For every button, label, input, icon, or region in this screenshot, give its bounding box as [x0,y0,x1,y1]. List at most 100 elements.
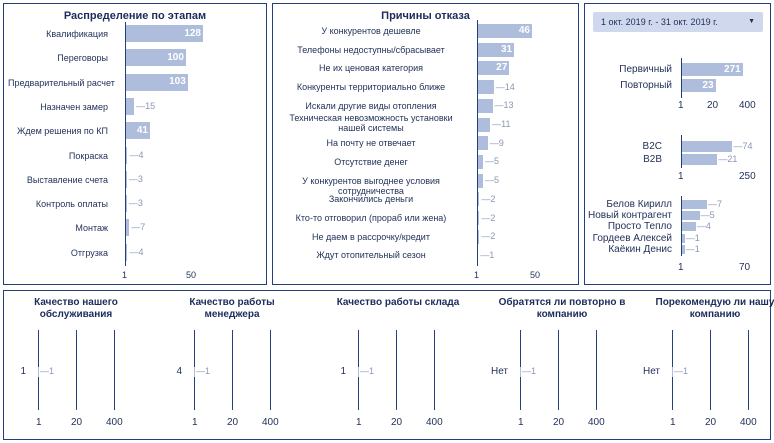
segment-tick: 250 [739,171,756,182]
manager-value: —1 [685,232,700,243]
rating-title: Качество работы склада [336,297,460,308]
rating-tick: 20 [391,417,403,428]
manager-value: —4 [696,221,711,232]
stage-label: Отгрузка [70,247,108,258]
manager-label: Каёкин Денис [608,243,672,255]
rating-value: —1 [196,366,211,376]
rating-grid-20 [76,330,77,410]
managers-axis [681,196,682,256]
stage-value: —3 [128,173,143,184]
rating-value: —1 [522,366,537,376]
reason-bar [477,61,510,76]
rating-tick: 1 [518,417,524,428]
manager-bar [681,233,685,243]
reason-label: Кто-то отговорил (прораб или жена) [295,213,447,223]
segment-bar [681,141,733,152]
client-type-value: 23 [702,80,714,91]
rating-grid-20 [232,330,233,410]
date-range-dropdown[interactable]: 1 окт. 2019 г. - 31 окт. 2019 г. ▼ [593,12,763,32]
reason-bar [477,211,480,225]
reason-tick: 50 [530,270,541,280]
rating-tick: 1 [192,417,198,428]
reason-label: Телефоны недоступны/сбрасывает [297,44,445,55]
reason-value: —13 [494,100,514,111]
manager-value: —5 [700,210,715,221]
reason-label: Ждут отопительный сезон [316,250,426,261]
reason-value: —11 [492,119,511,129]
reason-tick: 1 [474,270,480,280]
stage-value: —4 [129,246,144,257]
manager-value: —7 [708,199,723,209]
reason-bar [477,136,488,151]
reason-bar [477,98,493,113]
rating-label: Нет [642,366,660,377]
segment-value: —21 [718,154,738,164]
stage-value: 41 [136,124,148,136]
segment-tick: 1 [678,171,684,182]
reason-value: 31 [500,43,513,55]
stage-value: 128 [184,27,201,39]
reasons-title: Причины отказа [381,10,470,22]
reason-axis [477,20,478,266]
reason-value: —14 [495,81,515,92]
segment-bar [681,154,718,165]
stage-value: 103 [169,76,186,88]
stage-label: Монтаж [75,223,108,234]
client-type-axis [681,58,682,98]
reason-bar [477,117,491,132]
rating-tick: 20 [553,417,565,428]
rating-tick: 20 [705,417,717,428]
manager-bar [681,211,700,221]
rating-value: —1 [360,366,375,376]
client-type-tick: 20 [707,100,719,111]
manager-bar [681,200,708,209]
rating-tick: 1 [356,417,362,428]
reason-label: На почту не отвечает [326,138,416,149]
reason-bar [477,24,532,38]
stage-tick: 50 [186,270,197,280]
reason-label: У конкурентов дешевле [321,26,421,36]
reason-value: —2 [481,193,496,204]
segment-value: —74 [733,141,753,151]
stage-bar [125,73,188,91]
rating-tick: 400 [426,417,443,428]
rating-grid-20 [558,330,559,410]
stage-value: —3 [128,198,143,209]
manager-label: Новый контрагент [587,210,672,222]
rating-title: Качество нашего обслуживания [34,297,118,320]
reason-label: Не даем в рассрочку/кредит [312,231,430,242]
stage-bar [125,25,203,42]
rating-bar [38,367,39,377]
date-range-value: 1 окт. 2019 г. - 31 окт. 2019 г. [601,17,718,27]
manager-bar [681,244,685,254]
reason-value: —5 [484,156,499,167]
manager-value: —1 [685,243,700,254]
client-type-bar [681,79,716,92]
stages-panel: Распределение по этапам [3,3,267,285]
rating-tick: 400 [106,417,123,428]
rating-grid-400 [114,330,115,410]
rating-bar [194,367,195,377]
client-type-bar [681,63,743,76]
stage-label: Переговоры [57,53,108,64]
reason-bar [477,192,480,207]
reason-bar [477,154,483,169]
reason-label: Отсутствие денег [334,156,408,167]
ratings-panel [3,290,771,440]
client-type-value: 271 [724,64,741,75]
stage-label: Назначен замер [40,101,108,112]
rating-value: —1 [674,366,689,376]
rating-tick: 400 [740,417,757,428]
chevron-down-icon: ▼ [748,18,755,25]
rating-title: Обратятся ли повторно в компанию [498,297,626,320]
client-type-label: Повторный [620,80,672,91]
rating-grid-400 [434,330,435,410]
manager-label: Просто Тепло [607,221,672,233]
reason-bar [477,173,483,188]
stage-value: 100 [167,51,184,63]
reason-label: Конкуренты территориально ближе [296,82,446,93]
reason-label: Закончились деньги [328,194,414,205]
reason-value: —9 [489,137,504,148]
manager-bar [681,222,696,232]
stage-tick: 1 [122,270,128,280]
